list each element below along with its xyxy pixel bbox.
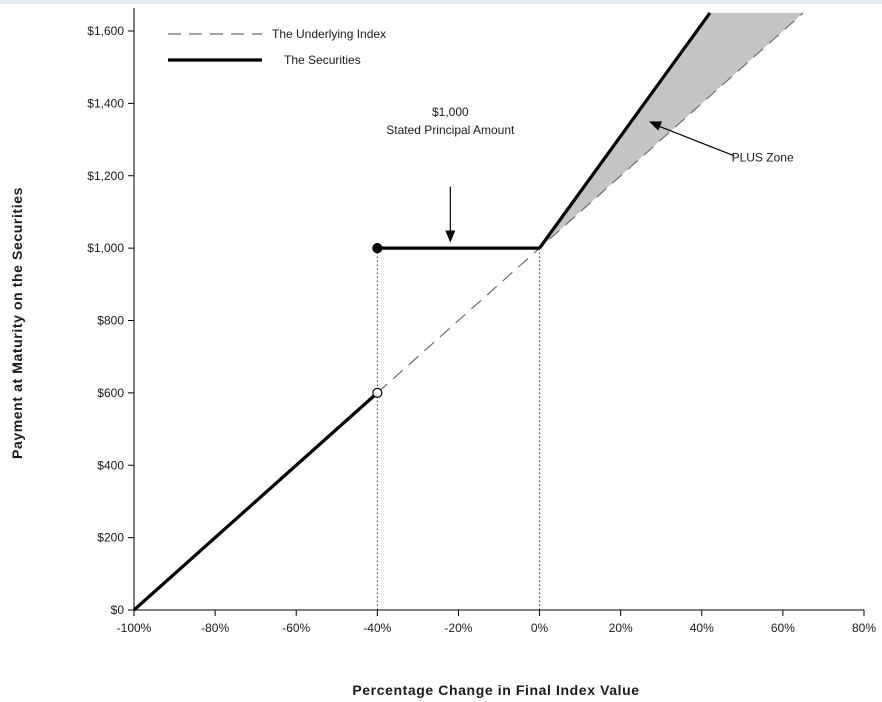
y-tick-label: $1,600 xyxy=(87,24,124,38)
x-tick-label: -20% xyxy=(444,621,472,635)
annotation-plus-zone-label: PLUS Zone xyxy=(732,151,794,165)
filled-marker xyxy=(372,243,383,254)
x-tick-label: -80% xyxy=(201,621,229,635)
y-axis-label: Payment at Maturity on the Securities xyxy=(9,187,25,459)
x-tick-label: -100% xyxy=(117,621,152,635)
y-tick-label: $200 xyxy=(97,531,124,545)
securities-line-segment xyxy=(538,11,712,250)
x-tick-label: 60% xyxy=(771,621,795,635)
y-tick-label: $1,400 xyxy=(87,96,124,110)
y-tick-label: $1,000 xyxy=(87,241,124,255)
x-tick-label: 20% xyxy=(609,621,633,635)
y-tick-label: $1,200 xyxy=(87,169,124,183)
axes-group: $0 $200 $400 $600 $800 $1,000 $1,200 $1,400 $1,6… xyxy=(87,8,876,635)
underlying-index-line xyxy=(376,12,804,394)
x-tick-label: -40% xyxy=(363,621,391,635)
x-tick-label: 0% xyxy=(531,621,549,635)
x-tick-label: -60% xyxy=(282,621,310,635)
x-axis-label: Percentage Change in Final Index Value xyxy=(352,682,639,698)
open-marker xyxy=(372,387,383,398)
y-tick-label: $600 xyxy=(97,386,124,400)
legend: The Underlying Index The Securities xyxy=(168,27,386,67)
reference-lines-group xyxy=(376,248,541,610)
window-top-strip xyxy=(0,0,882,4)
annotation-principal-arrow-head xyxy=(445,230,456,243)
annotation-plus-zone-arrow-head xyxy=(649,121,663,131)
series-group xyxy=(132,11,804,612)
y-tick-label: $0 xyxy=(111,603,125,617)
markers-group xyxy=(372,243,383,398)
annotation-plus-zone-arrow-shaft xyxy=(656,124,735,157)
securities-line-segment xyxy=(132,391,379,612)
y-tick-label: $800 xyxy=(97,314,124,328)
annotation-principal-label: Stated Principal Amount xyxy=(386,123,515,137)
x-tick-label: 40% xyxy=(690,621,714,635)
legend-underlying-label: The Underlying Index xyxy=(272,27,386,41)
legend-securities-label: The Securities xyxy=(284,53,361,67)
annotations-group: $1,000 Stated Principal Amount PLUS Zone xyxy=(386,105,794,243)
x-tick-label: 80% xyxy=(852,621,876,635)
y-tick-label: $400 xyxy=(97,458,124,472)
annotation-principal-value: $1,000 xyxy=(432,105,469,119)
